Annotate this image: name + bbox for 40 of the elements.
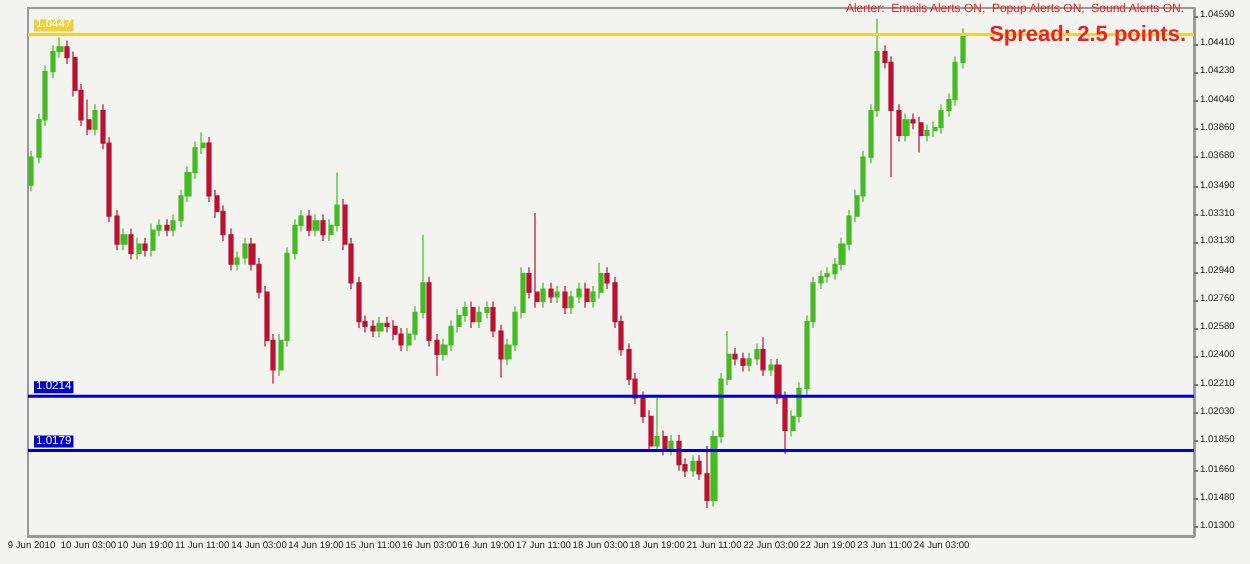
candlestick xyxy=(668,434,674,456)
candlestick xyxy=(398,327,404,352)
candlestick xyxy=(562,285,568,315)
candlestick xyxy=(704,445,710,509)
candlestick xyxy=(540,282,546,309)
candlestick xyxy=(690,454,696,478)
candlestick xyxy=(312,213,320,237)
candlestick xyxy=(754,342,760,366)
candlestick xyxy=(120,227,128,251)
candlestick xyxy=(554,285,560,304)
candlestick xyxy=(376,316,384,338)
candlestick xyxy=(128,227,134,261)
candlestick xyxy=(924,123,930,143)
candlestick xyxy=(902,113,910,143)
candlestick xyxy=(548,282,554,304)
candlestick xyxy=(568,290,574,315)
candlestick xyxy=(136,237,142,261)
candlestick xyxy=(824,266,830,284)
candlestick xyxy=(242,237,248,265)
candlestick xyxy=(370,319,376,338)
candlestick xyxy=(306,209,312,237)
candlestick xyxy=(164,218,170,237)
candlestick xyxy=(484,300,490,320)
candlestick xyxy=(918,116,924,154)
candlestick xyxy=(384,316,390,334)
candlestick xyxy=(584,282,590,309)
candlestick xyxy=(334,172,340,233)
candlestick xyxy=(142,237,148,258)
candlestick xyxy=(760,336,766,377)
candlestick xyxy=(732,347,738,366)
candlestick xyxy=(740,352,746,372)
candlestick xyxy=(150,223,156,258)
candlestick xyxy=(534,212,540,309)
candlestick xyxy=(768,358,774,377)
candlestick xyxy=(470,300,476,329)
candlestick xyxy=(662,429,668,456)
candlestick xyxy=(654,397,660,453)
candlestick xyxy=(320,213,326,242)
candlestick xyxy=(476,305,482,329)
candlestick xyxy=(92,103,98,136)
